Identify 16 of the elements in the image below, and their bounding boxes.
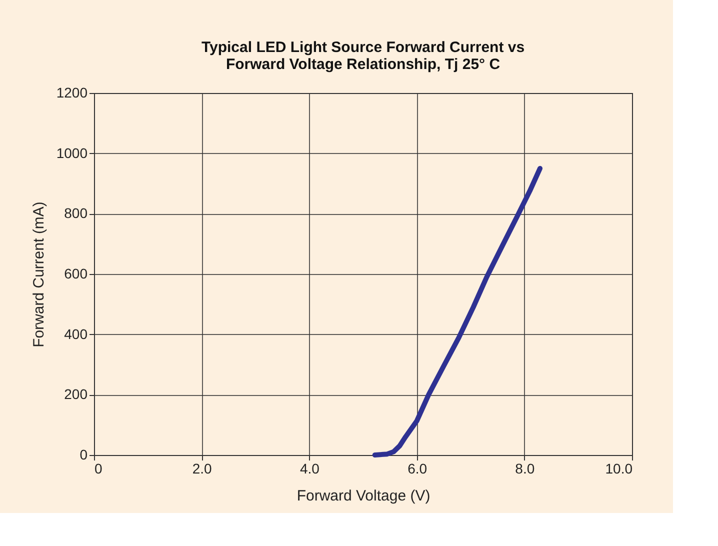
y-tick-label: 1000 xyxy=(56,144,88,161)
chart-title: Typical LED Light Source Forward Current vs Forward Voltage Relationship, Tj 25° C xyxy=(201,39,525,73)
x-axis-title: Forward Voltage (V) xyxy=(296,488,430,504)
y-axis-title: Forward Current (mA) xyxy=(30,202,48,348)
y-tick-label: 0 xyxy=(80,446,88,462)
x-tick-label: 8.0 xyxy=(515,460,535,476)
y-tick-label: 1200 xyxy=(56,84,88,100)
y-tick-label: 600 xyxy=(64,266,88,282)
y-tick-label: 400 xyxy=(64,326,88,342)
y-tick-label: 800 xyxy=(64,205,88,222)
x-tick-label: 4.0 xyxy=(300,460,320,476)
x-tick-label: 6.0 xyxy=(408,460,428,476)
x-tick-label: 0 xyxy=(94,460,102,476)
x-tick-label: 10.0 xyxy=(605,460,633,476)
x-tick-label: 2.0 xyxy=(192,460,212,476)
y-tick-label: 200 xyxy=(64,386,88,402)
